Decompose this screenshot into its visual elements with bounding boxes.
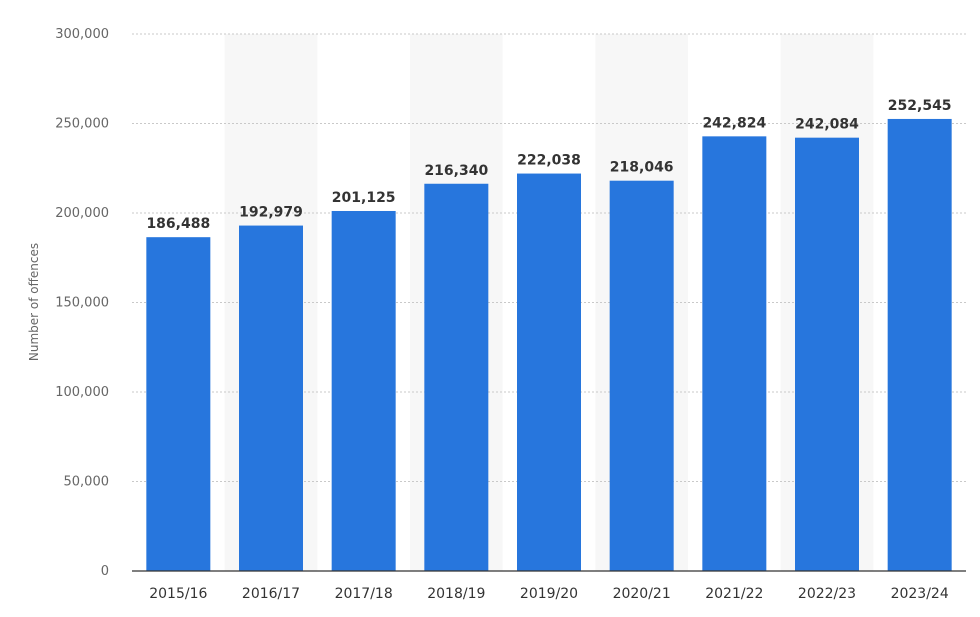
bar-2017/18[interactable] (331, 210, 396, 571)
x-tick-label: 2020/21 (613, 586, 671, 602)
bar-2015/16[interactable] (146, 237, 211, 572)
bars (146, 118, 952, 572)
data-label-2020/21: 218,046 (610, 160, 674, 176)
bar-2018/19[interactable] (424, 183, 489, 571)
y-tick-label: 0 (101, 564, 109, 579)
y-axis-ticks: 0 50,000 100,000 150,000 200,000 250,000 300,0… (55, 27, 109, 579)
data-label-2016/17: 192,979 (239, 205, 303, 221)
bar-2022/23[interactable] (795, 137, 859, 571)
x-tick-label: 2015/16 (149, 586, 207, 602)
x-axis-ticks: 2015/16 2016/17 2017/18 2018/19 2019/20 2020/… (149, 586, 949, 602)
y-tick-label: 250,000 (55, 117, 109, 132)
data-label-2015/16: 186,488 (146, 216, 210, 232)
bar-2016/17[interactable] (239, 225, 303, 571)
x-tick-label: 2022/23 (798, 586, 856, 602)
y-tick-label: 200,000 (55, 206, 109, 221)
data-labels: 186,488 192,979 201,125 216,340 222,038 218,0… (146, 98, 951, 232)
data-label-2018/19: 216,340 (424, 163, 488, 179)
data-label-2019/20: 222,038 (517, 153, 581, 169)
y-tick-label: 50,000 (64, 475, 110, 490)
x-tick-label: 2017/18 (335, 586, 393, 602)
bar-2020/21[interactable] (609, 180, 674, 571)
bar-2021/22[interactable] (702, 136, 767, 572)
x-tick-label: 2021/22 (705, 586, 763, 602)
x-tick-label: 2023/24 (891, 586, 949, 602)
bar-2019/20[interactable] (517, 173, 581, 571)
x-tick-label: 2019/20 (520, 586, 578, 602)
data-label-2022/23: 242,084 (795, 117, 859, 133)
y-tick-label: 150,000 (55, 296, 109, 311)
data-label-2017/18: 201,125 (332, 190, 396, 206)
x-tick-label: 2016/17 (242, 586, 300, 602)
y-tick-label: 100,000 (55, 385, 109, 400)
x-tick-label: 2018/19 (427, 586, 485, 602)
data-label-2023/24: 252,545 (888, 98, 952, 114)
y-tick-label: 300,000 (55, 27, 109, 42)
data-label-2021/22: 242,824 (702, 115, 766, 131)
y-axis-title: Number of offences (27, 243, 41, 361)
bar-2023/24[interactable] (887, 118, 952, 571)
